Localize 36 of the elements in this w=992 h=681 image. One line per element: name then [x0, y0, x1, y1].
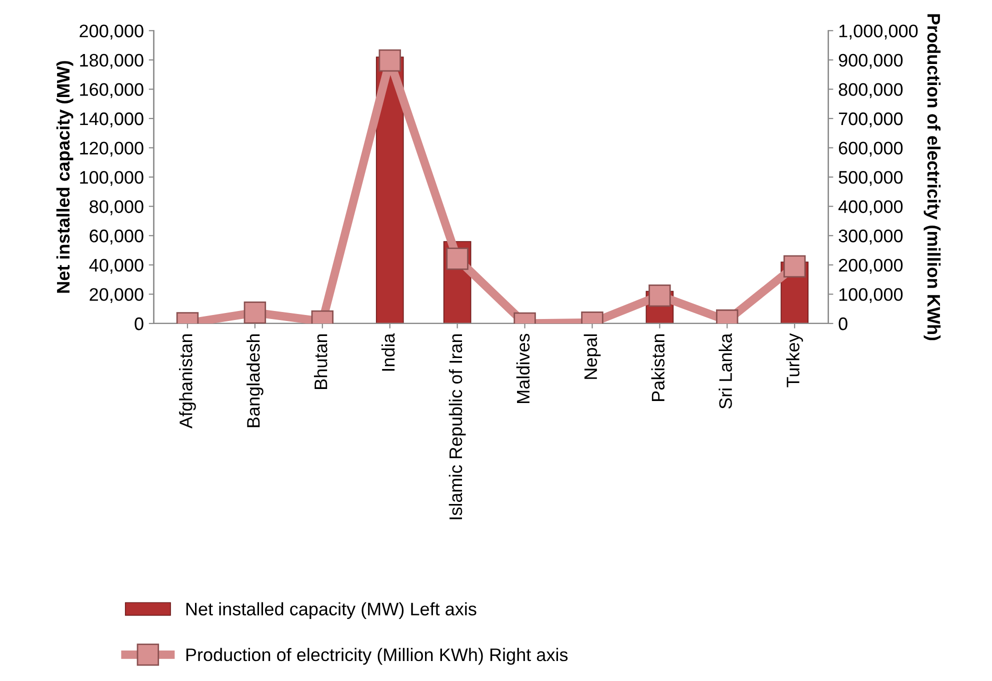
legend-label: Production of electricity (Million KWh) Right axis — [186, 648, 568, 665]
y2-tick-label: 100,000 — [839, 288, 903, 304]
y-tick-label: 200,000 — [80, 24, 144, 40]
x-tick-label: Bangladesh — [246, 334, 264, 428]
y-tick-label: 0 — [134, 317, 144, 330]
x-tick-label: Sri Lanka — [718, 333, 732, 409]
legend-label: Net installed capacity (MW) Left axis — [186, 602, 476, 620]
x-tick-label: Pakistan — [651, 334, 665, 401]
x-tick-label: Afghanistan — [179, 334, 196, 429]
x-tick-label: Islamic Republic of Iran — [448, 334, 466, 520]
y-tick-label: 20,000 — [90, 288, 144, 304]
y-tick-label: 140,000 — [80, 112, 144, 128]
y-tick-label: 160,000 — [80, 83, 144, 98]
y-tick-label: 60,000 — [90, 230, 144, 244]
y2-tick-label: 600,000 — [838, 142, 903, 157]
y-tick-label: 80,000 — [90, 200, 144, 216]
y2-tick-label: 900,000 — [838, 54, 903, 69]
x-tick-label: Nepal — [584, 334, 601, 379]
x-tick-label: Bhutan — [314, 334, 328, 389]
x-tick-label: India — [381, 333, 395, 371]
y2-tick-label: 800,000 — [838, 83, 903, 98]
y-tick-label: 120,000 — [80, 142, 144, 157]
y2-tick-label: 300,000 — [838, 230, 903, 244]
y2-tick-label: 1,000,000 — [839, 24, 918, 40]
y2-tick-label: 500,000 — [838, 170, 903, 186]
x-tick-label: Maldives — [516, 334, 530, 403]
y2-tick-label: 0 — [838, 317, 848, 330]
y-tick-label: 180,000 — [80, 54, 144, 69]
y-tick-label: 40,000 — [89, 258, 144, 274]
y2-tick-label: 400,000 — [838, 200, 903, 216]
x-tick-label: Turkey — [786, 333, 804, 388]
y2-tick-label: 700,000 — [838, 112, 903, 128]
y2-tick-label: 200,000 — [838, 258, 903, 274]
y-tick-label: 100,000 — [80, 170, 144, 186]
y2-axis-title: Production of electricity (million KWh) — [924, 14, 941, 340]
y-axis-title: Net installed capacity (MW) — [56, 61, 74, 293]
